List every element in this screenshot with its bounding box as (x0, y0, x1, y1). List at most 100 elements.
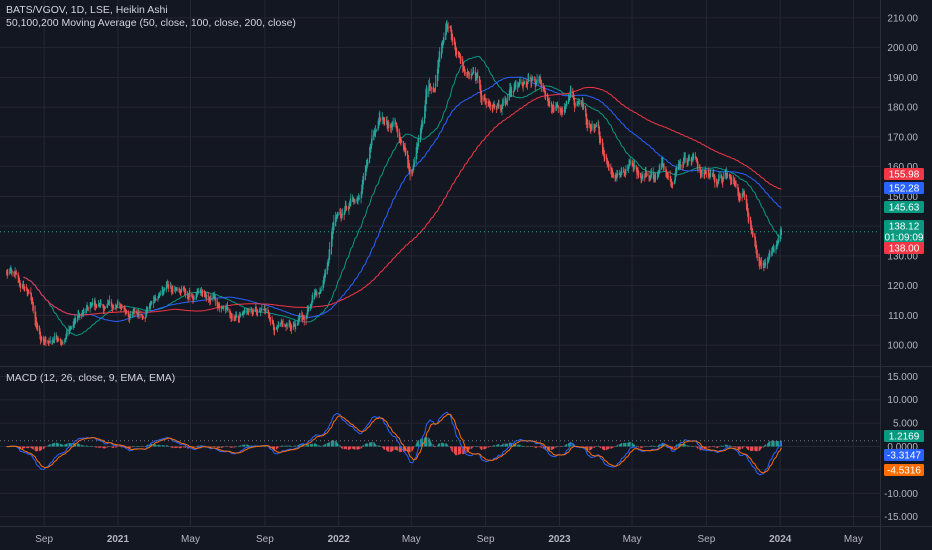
macd-histogram-bar (451, 446, 453, 453)
macd-legend[interactable]: MACD (12, 26, close, 9, EMA, EMA) (6, 372, 176, 384)
candle-body (667, 174, 669, 177)
candle-body (506, 101, 508, 103)
candle-body (95, 304, 97, 307)
macd-histogram-bar (447, 445, 449, 447)
macd-histogram-bar (197, 445, 199, 447)
candle-body (39, 331, 42, 340)
candle-body (552, 107, 554, 108)
candle-body (65, 334, 68, 339)
candle-body (743, 193, 746, 196)
macd-histogram-bar (217, 446, 219, 448)
macd-histogram-bar (583, 446, 585, 448)
macd-histogram-bar (712, 446, 714, 447)
macd-histogram-bar (79, 444, 81, 447)
symbol-legend[interactable]: BATS/VGOV, 1D, LSE, Heikin Ashi (6, 4, 168, 16)
candle-body (60, 340, 62, 342)
macd-histogram-bar (716, 446, 718, 449)
macd-histogram-bar (375, 444, 377, 447)
candle-body (492, 104, 495, 108)
candle-body (551, 104, 553, 110)
macd-histogram-bar (362, 445, 364, 447)
candle-body (24, 286, 26, 289)
macd-histogram-bar (72, 443, 74, 447)
candle-body (299, 315, 301, 319)
macd-histogram-bar (731, 446, 733, 447)
macd-histogram-bar (332, 440, 334, 447)
candle-body (81, 315, 83, 317)
candle-body (49, 340, 51, 343)
candle-body (167, 285, 169, 287)
candle-body (549, 102, 551, 104)
macd-histogram-bar (675, 446, 677, 447)
macd-histogram-bar (612, 446, 614, 448)
candle-body (758, 253, 760, 261)
candle-body (475, 73, 477, 81)
candle-body (72, 325, 74, 329)
macd-tick-label: 10.000 (887, 395, 918, 406)
candle-body (312, 296, 314, 303)
histogram-value-tag: 1.2169 (884, 430, 924, 443)
candle-body (335, 217, 337, 227)
candle-body (473, 70, 475, 74)
candle-body (690, 158, 692, 162)
candle-body (386, 120, 388, 123)
candle-body (124, 308, 126, 309)
macd-histogram-bar (463, 446, 466, 454)
candle-body (581, 103, 583, 105)
macd-histogram-bar (687, 445, 689, 447)
macd-histogram-bar (733, 446, 735, 448)
candle-body (74, 320, 76, 324)
candle-body (44, 341, 46, 342)
candle-body (346, 206, 348, 209)
macd-histogram-bar (212, 446, 215, 447)
candle-body (479, 76, 481, 84)
macd-histogram-bar (760, 446, 763, 449)
candle-body (339, 212, 341, 215)
macd-histogram-bar (394, 446, 397, 450)
macd-histogram-bar (624, 443, 626, 447)
macd-histogram-bar (684, 444, 686, 447)
macd-histogram-bar (614, 446, 616, 448)
candle-body (234, 317, 236, 320)
moving-average-legend[interactable]: 50,100,200 Moving Average (50, close, 10… (6, 17, 296, 29)
macd-histogram-bar (555, 446, 557, 448)
candle-body (722, 179, 724, 182)
candle-body (360, 197, 362, 199)
macd-histogram-bar (41, 446, 43, 450)
candle-body (56, 337, 59, 340)
candle-body (430, 86, 432, 90)
macd-histogram-bar (492, 445, 495, 447)
candle-body (15, 272, 17, 275)
candle-body (297, 321, 299, 325)
macd-histogram-bar (538, 446, 540, 448)
candle-body (765, 263, 767, 265)
candle-body (341, 215, 343, 216)
candle-body (95, 303, 97, 306)
macd-histogram-bar (248, 445, 250, 447)
macd-histogram-bar (68, 442, 70, 447)
candle-body (209, 297, 211, 301)
macd-histogram-bar (318, 445, 320, 447)
macd-histogram-bar (375, 445, 377, 447)
macd-histogram-bar (713, 446, 715, 447)
candle-body (62, 341, 64, 343)
candle-body (699, 164, 701, 169)
candle-body (548, 100, 550, 106)
macd-histogram-bar (229, 446, 231, 448)
macd-histogram-bar (641, 446, 643, 448)
macd-histogram-bar (225, 446, 227, 448)
macd-histogram-bar (348, 446, 350, 450)
macd-histogram-bar (344, 446, 346, 449)
macd-histogram-bar (52, 443, 54, 447)
macd-histogram-bar (64, 444, 66, 447)
macd-histogram-bar (60, 444, 62, 447)
candle-body (742, 193, 744, 198)
macd-histogram-bar (754, 446, 756, 451)
macd-histogram-bar (765, 444, 767, 447)
macd-histogram-bar (119, 446, 121, 447)
macd-histogram-bar (601, 446, 603, 450)
macd-histogram-bar (729, 445, 731, 447)
candle-body (91, 303, 93, 306)
candle-body (734, 181, 736, 183)
